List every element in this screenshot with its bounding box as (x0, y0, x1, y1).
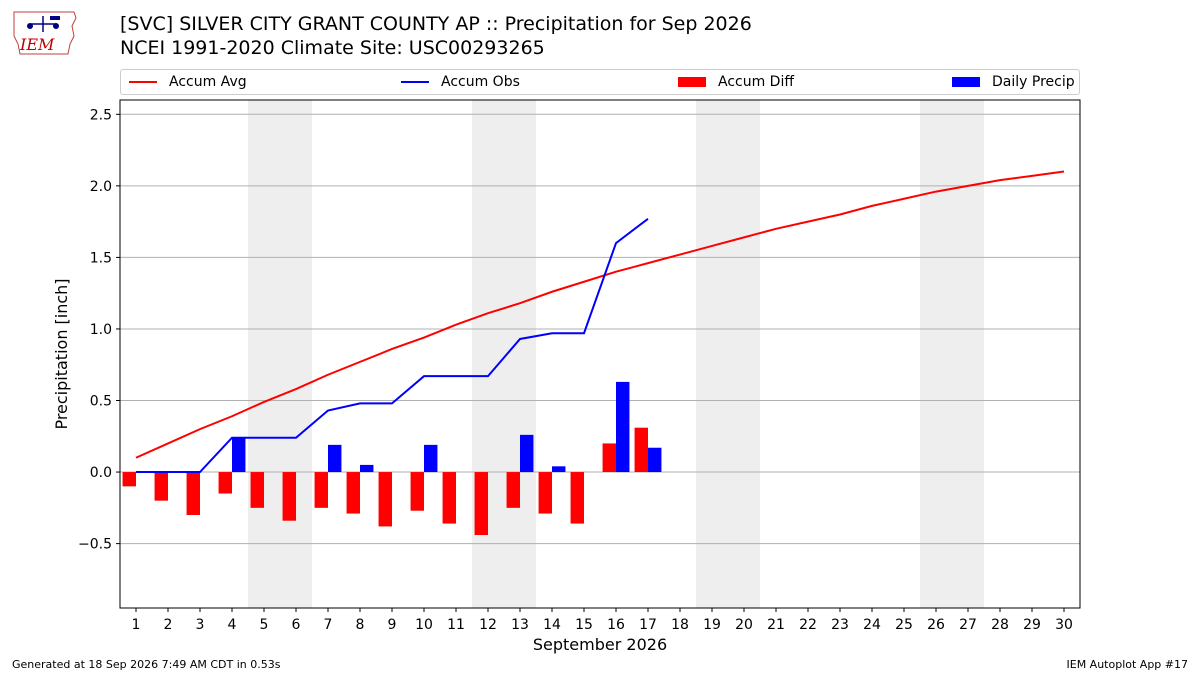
x-tick-label-15: 15 (575, 617, 593, 633)
x-tick-label-1: 1 (132, 617, 141, 633)
diff-bar-day-12 (474, 472, 488, 536)
diff-bar-day-13 (506, 472, 520, 508)
y-tick-label-3: 1.0 (90, 322, 112, 338)
weekend-band-3 (696, 100, 760, 608)
x-tick-label-13: 13 (511, 617, 529, 633)
x-tick-label-5: 5 (260, 617, 269, 633)
diff-bar-day-5 (250, 472, 264, 508)
x-tick-label-28: 28 (991, 617, 1009, 633)
x-tick-label-2: 2 (164, 617, 173, 633)
y-tick-label-0: −0.5 (78, 537, 112, 553)
legend-swatch-daily-precip (952, 77, 980, 87)
weekend-band-4 (920, 100, 984, 608)
daily-bar-day-8 (360, 464, 374, 473)
legend-label-accum-obs: Accum Obs (441, 74, 520, 90)
x-tick-label-26: 26 (927, 617, 945, 633)
x-tick-label-19: 19 (703, 617, 721, 633)
legend-swatch-accum-diff (678, 77, 706, 87)
x-tick-label-10: 10 (415, 617, 433, 633)
y-tick-label-2: 0.5 (90, 394, 112, 410)
chart-title: [SVC] SILVER CITY GRANT COUNTY AP :: Pre… (120, 12, 752, 60)
legend-item-accum-obs: Accum Obs (401, 70, 520, 94)
footer-app-id: IEM Autoplot App #17 (1066, 658, 1189, 671)
x-axis-ticks: 1 2 3 4 5 6 7 8 9 10 11 12 13 14 15 16 17 18 19 20 21 22 23 24 2… (132, 608, 1073, 633)
x-tick-label-4: 4 (228, 617, 237, 633)
x-tick-label-8: 8 (356, 617, 365, 633)
logo-text: IEM (19, 35, 55, 54)
chart-title-line2: NCEI 1991-2020 Climate Site: USC00293265 (120, 37, 545, 59)
diff-bar-day-8 (346, 472, 360, 514)
x-tick-label-12: 12 (479, 617, 497, 633)
diff-bar-day-1 (122, 472, 136, 487)
legend-label-accum-diff: Accum Diff (718, 74, 795, 90)
diff-bar-day-15 (570, 472, 584, 524)
x-tick-label-9: 9 (388, 617, 397, 633)
footer-generated: Generated at 18 Sep 2026 7:49 AM CDT in … (12, 658, 281, 671)
y-tick-label-5: 2.0 (90, 179, 112, 195)
diff-bar-day-17 (634, 427, 648, 473)
x-tick-label-18: 18 (671, 617, 689, 633)
daily-bar-day-7 (328, 444, 342, 473)
daily-bar-day-14 (552, 466, 566, 473)
diff-bar-day-10 (410, 472, 424, 511)
y-tick-label-4: 1.5 (90, 250, 112, 266)
diff-bar-day-7 (314, 472, 328, 508)
x-tick-label-24: 24 (863, 617, 881, 633)
daily-bar-day-4 (232, 437, 246, 473)
y-axis-label: Precipitation [inch] (52, 278, 71, 429)
legend-label-accum-avg: Accum Avg (169, 74, 247, 90)
diff-bar-day-9 (378, 472, 392, 527)
x-tick-label-17: 17 (639, 617, 657, 633)
legend-label-daily-precip: Daily Precip (992, 74, 1075, 90)
legend-item-accum-diff: Accum Diff (678, 70, 794, 94)
chart-title-line1: [SVC] SILVER CITY GRANT COUNTY AP :: Pre… (120, 13, 752, 35)
x-tick-label-14: 14 (543, 617, 561, 633)
x-tick-label-20: 20 (735, 617, 753, 633)
diff-bar-day-3 (186, 472, 200, 515)
diff-bar-day-11 (442, 472, 456, 524)
weekend-band-1 (248, 100, 312, 608)
x-tick-label-7: 7 (324, 617, 333, 633)
x-tick-label-22: 22 (799, 617, 817, 633)
legend-item-daily-precip: Daily Precip (952, 70, 1075, 94)
diff-bar-day-6 (282, 472, 296, 521)
x-tick-label-11: 11 (447, 617, 465, 633)
weekend-shading (248, 100, 984, 608)
x-tick-label-16: 16 (607, 617, 625, 633)
daily-bar-day-17 (648, 447, 662, 473)
x-tick-label-25: 25 (895, 617, 913, 633)
bar-marks (122, 381, 662, 536)
accum-obs-line (136, 217, 649, 474)
x-tick-label-21: 21 (767, 617, 785, 633)
diff-bar-day-16 (602, 443, 616, 473)
daily-bar-day-16 (616, 381, 630, 473)
y-tick-label-6: 2.5 (90, 107, 112, 123)
x-tick-label-30: 30 (1055, 617, 1073, 633)
x-tick-label-23: 23 (831, 617, 849, 633)
daily-bar-day-13 (520, 434, 534, 473)
legend-swatch-accum-obs (401, 81, 429, 83)
x-tick-label-29: 29 (1023, 617, 1041, 633)
plot-frame (119, 99, 1081, 609)
y-tick-label-1: 0.0 (90, 465, 112, 481)
x-tick-label-27: 27 (959, 617, 977, 633)
y-axis-ticks: −0.5 0.0 0.5 1.0 1.5 2.0 2.5 (78, 107, 120, 553)
legend-swatch-accum-avg (129, 81, 157, 83)
daily-bar-day-10 (424, 444, 438, 473)
diff-bar-day-4 (218, 472, 232, 494)
chart-legend: Accum Avg Accum Obs Accum Diff Daily Pre… (120, 69, 1080, 95)
x-tick-label-6: 6 (292, 617, 301, 633)
x-tick-label-3: 3 (196, 617, 205, 633)
x-axis-label: September 2026 (533, 635, 667, 654)
line-series (135, 170, 1065, 474)
iowa-outline (13, 11, 77, 55)
accum-avg-line (135, 170, 1065, 459)
diff-bar-day-14 (538, 472, 552, 514)
diff-bar-day-2 (154, 472, 168, 501)
y-gridlines (120, 113, 1080, 545)
iem-logo: IEM (8, 6, 82, 60)
legend-item-accum-avg: Accum Avg (129, 70, 247, 94)
